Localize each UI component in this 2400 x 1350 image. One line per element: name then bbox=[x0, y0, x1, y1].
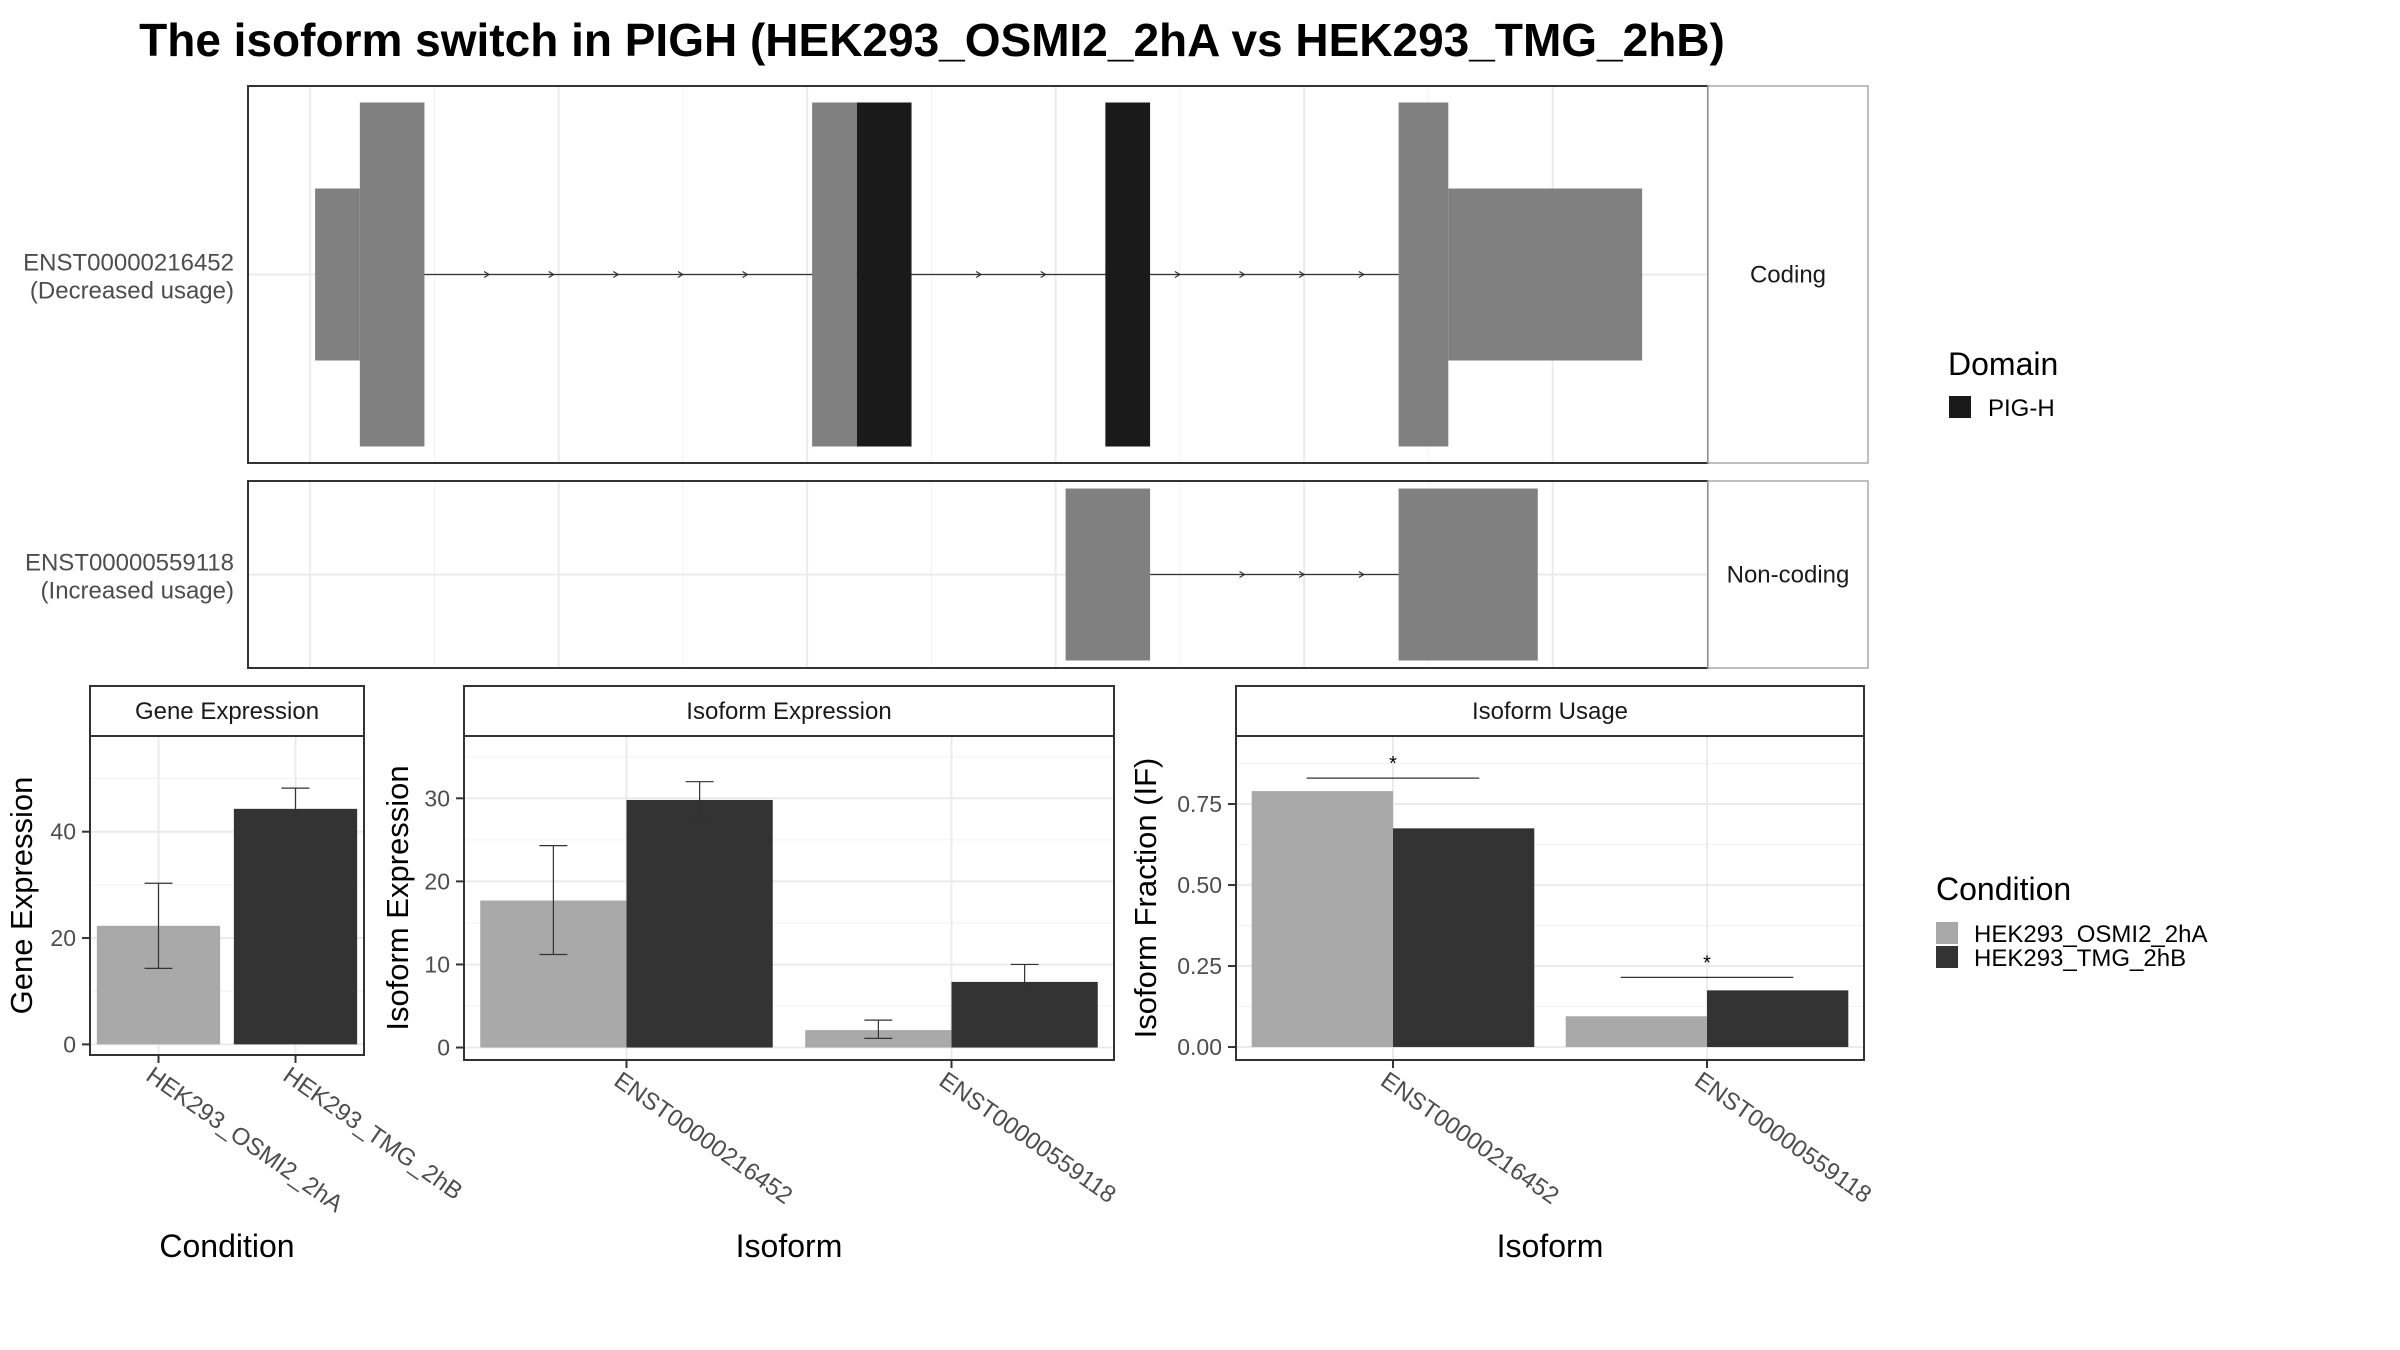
y-tick-label: 0.50 bbox=[1177, 872, 1222, 898]
x-tick-label: ENST00000216452 bbox=[609, 1067, 797, 1210]
y-tick-label: 0 bbox=[63, 1031, 76, 1057]
intron-direction-arrow bbox=[677, 270, 685, 279]
facet-strip bbox=[1235, 685, 1865, 737]
domain-exon-block bbox=[1105, 102, 1151, 447]
track-label: ENST00000216452 bbox=[23, 250, 234, 277]
intron-direction-arrow bbox=[1358, 270, 1365, 279]
intron-direction-arrow bbox=[612, 270, 620, 279]
significance-star: * bbox=[1389, 753, 1397, 775]
x-axis-title: Condition bbox=[159, 1228, 294, 1264]
legend-label: PIG-H bbox=[1988, 395, 2055, 422]
intron-direction-arrow bbox=[975, 270, 983, 279]
legend-swatch bbox=[1936, 946, 1958, 968]
domain-legend: Domain PIG-H bbox=[1948, 346, 2058, 422]
legend-title: Condition bbox=[1936, 871, 2071, 907]
domain-exon-block bbox=[856, 102, 912, 447]
x-tick-label: ENST00000559118 bbox=[1690, 1067, 1877, 1209]
x-axis-title: Isoform bbox=[736, 1228, 843, 1264]
bar bbox=[1393, 828, 1535, 1048]
facet-label: Coding bbox=[1750, 262, 1826, 289]
bar bbox=[626, 799, 773, 1048]
y-axis-title: Isoform Expression bbox=[380, 765, 415, 1030]
intron-direction-arrow bbox=[742, 270, 749, 279]
y-tick-label: 40 bbox=[50, 819, 76, 845]
legend-swatch bbox=[1936, 922, 1958, 944]
exon-block bbox=[1398, 102, 1449, 447]
intron-direction-arrow bbox=[548, 270, 555, 279]
x-tick-label: ENST00000216452 bbox=[1376, 1067, 1564, 1210]
legend-swatch bbox=[1949, 396, 1971, 418]
figure-title: The isoform switch in PIGH (HEK293_OSMI2… bbox=[139, 14, 1725, 66]
bar bbox=[1251, 791, 1393, 1048]
isoform-usage-panel: * * Isoform Usage 0.00 0.25 0.50 0.75 ENST00000… bbox=[1128, 685, 1877, 1264]
bar bbox=[233, 808, 358, 1045]
facet-strip bbox=[1707, 85, 1869, 464]
legend-title: Domain bbox=[1948, 346, 2058, 382]
significance-star: * bbox=[1703, 952, 1711, 974]
exon-block bbox=[315, 188, 360, 361]
exon-block bbox=[1448, 188, 1643, 361]
y-axis-title: Gene Expression bbox=[4, 777, 39, 1015]
bar bbox=[1565, 1016, 1707, 1048]
isoform-expression-panel: Isoform Expression 0 10 20 30 ENST00000216452… bbox=[380, 685, 1121, 1264]
y-tick-label: 0.00 bbox=[1177, 1034, 1222, 1060]
track-sublabel: (Increased usage) bbox=[41, 578, 234, 605]
y-tick-label: 0 bbox=[437, 1035, 450, 1061]
y-tick-label: 20 bbox=[424, 868, 450, 894]
panel-title: Isoform Expression bbox=[686, 698, 891, 725]
track-label: ENST00000559118 bbox=[25, 550, 234, 577]
panel-title: Isoform Usage bbox=[1472, 698, 1628, 725]
facet-strip bbox=[1707, 480, 1869, 669]
exon-block bbox=[1065, 488, 1151, 661]
isoform-structure-plot: Coding ENST00000216452(Decreased usage) No… bbox=[23, 85, 1869, 669]
legend-label: HEK293_TMG_2hB bbox=[1974, 945, 2186, 972]
legend-label: HEK293_OSMI2_2hA bbox=[1974, 921, 2207, 948]
panel-title: Gene Expression bbox=[135, 698, 319, 725]
facet-strip bbox=[89, 685, 365, 737]
intron-direction-arrow bbox=[1298, 570, 1306, 579]
intron-direction-arrow bbox=[1358, 570, 1365, 579]
facet-strip bbox=[463, 685, 1115, 737]
intron-direction-arrow bbox=[483, 270, 491, 279]
y-tick-label: 10 bbox=[424, 951, 450, 977]
intron-direction-arrow bbox=[1239, 570, 1246, 579]
exon-block bbox=[812, 102, 857, 447]
exon-block bbox=[359, 102, 425, 447]
intron-direction-arrow bbox=[1239, 270, 1246, 279]
intron-direction-arrow bbox=[1174, 270, 1182, 279]
y-tick-label: 30 bbox=[424, 785, 450, 811]
x-axis-title: Isoform bbox=[1497, 1228, 1604, 1264]
x-tick-label: ENST00000559118 bbox=[934, 1067, 1121, 1209]
y-tick-label: 20 bbox=[50, 925, 76, 951]
intron-direction-arrow bbox=[1040, 270, 1047, 279]
facet-label: Non-coding bbox=[1727, 562, 1850, 589]
exon-block bbox=[1398, 488, 1538, 661]
bar bbox=[1707, 990, 1849, 1048]
track-sublabel: (Decreased usage) bbox=[30, 278, 234, 305]
y-axis-title: Isoform Fraction (IF) bbox=[1128, 758, 1163, 1039]
y-tick-label: 0.75 bbox=[1177, 791, 1222, 817]
y-tick-label: 0.25 bbox=[1177, 953, 1222, 979]
intron-direction-arrow bbox=[1298, 270, 1306, 279]
